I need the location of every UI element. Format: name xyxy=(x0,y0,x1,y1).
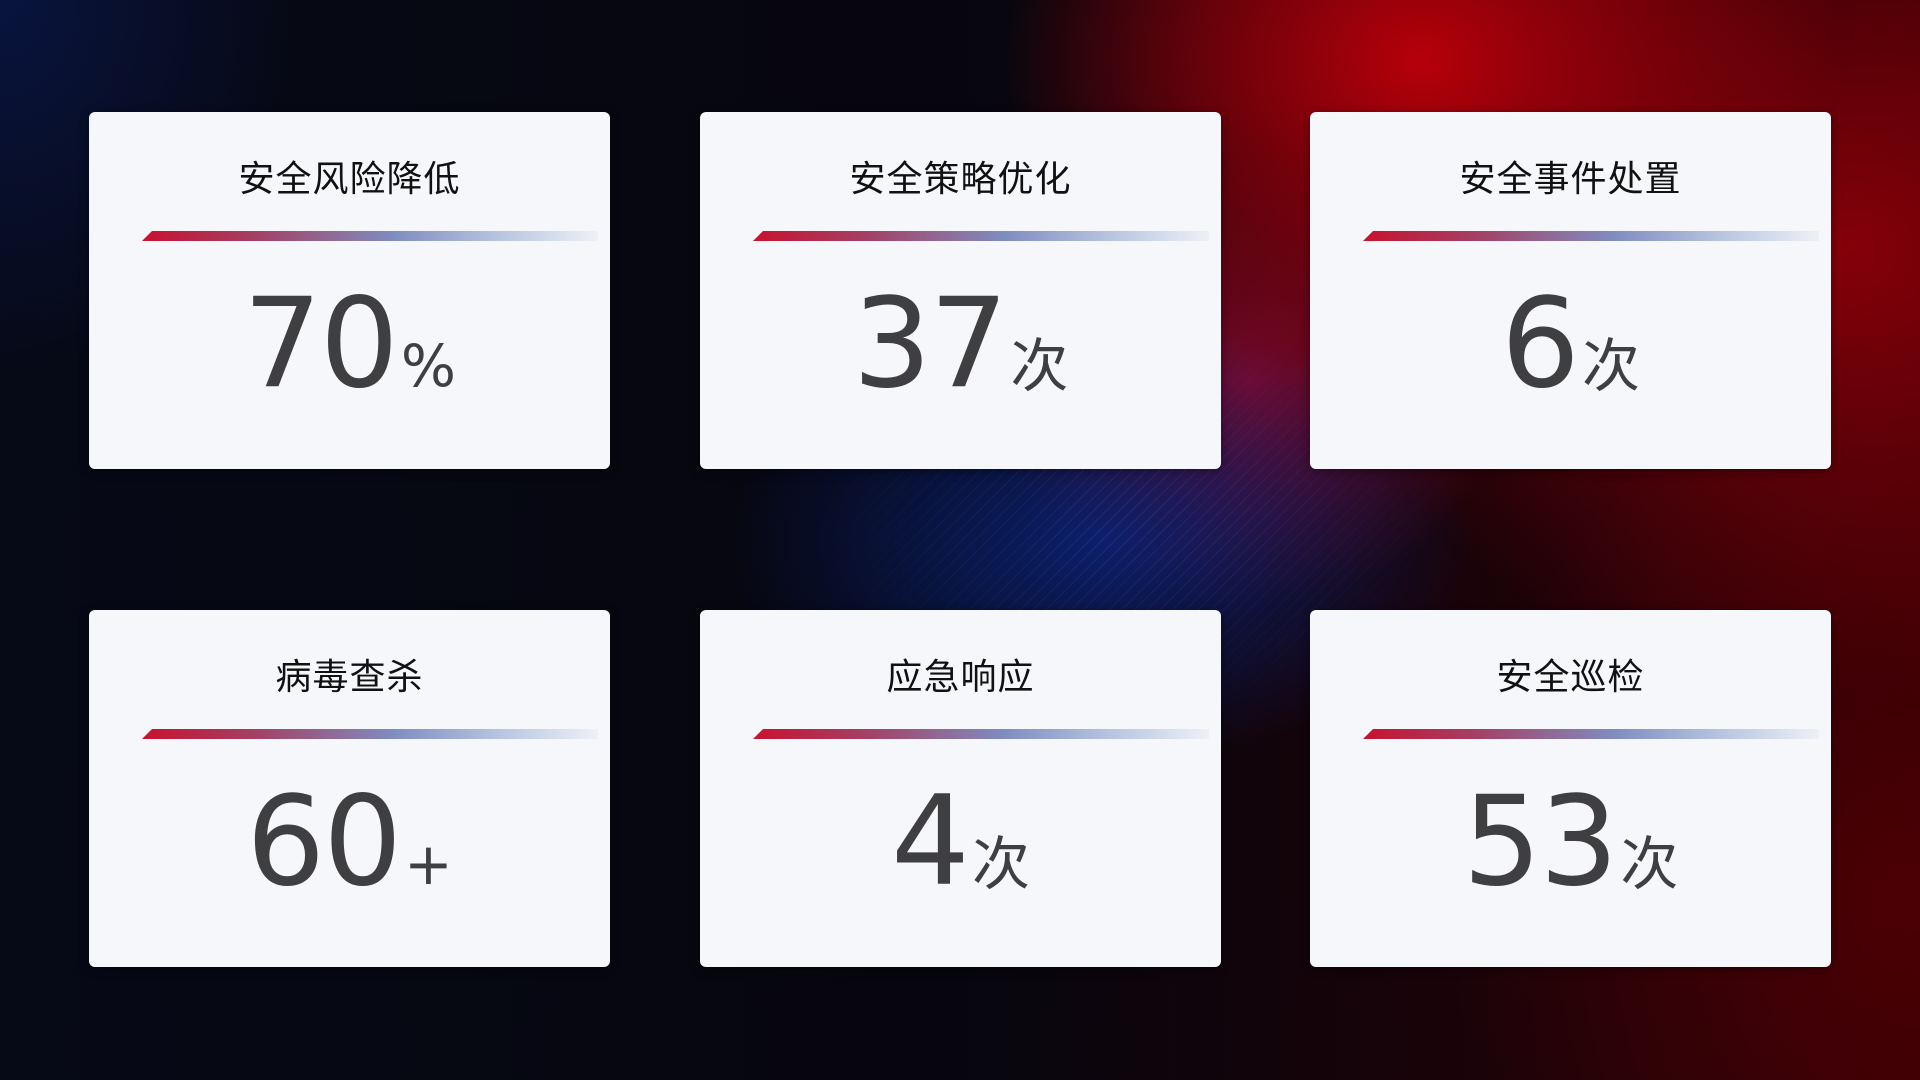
stat-card-policy-optimization: 安全策略优化 37次 xyxy=(700,112,1221,469)
card-value: 53次 xyxy=(1310,770,1831,914)
card-title: 病毒查杀 xyxy=(275,657,424,698)
value-number: 4 xyxy=(891,770,970,914)
value-unit: % xyxy=(400,332,456,400)
divider-bar xyxy=(142,231,598,241)
card-title: 应急响应 xyxy=(886,657,1035,698)
value-unit: + xyxy=(404,830,453,898)
card-title: 安全巡检 xyxy=(1496,657,1645,698)
card-title: 安全策略优化 xyxy=(849,159,1072,200)
value-number: 37 xyxy=(852,272,1009,416)
value-unit: 次 xyxy=(1620,830,1679,898)
divider-bar xyxy=(753,729,1209,739)
divider-bar xyxy=(753,231,1209,241)
value-number: 60 xyxy=(246,770,402,914)
card-value: 60+ xyxy=(89,770,610,914)
card-title: 安全风险降低 xyxy=(238,159,461,200)
card-value: 6次 xyxy=(1310,272,1831,416)
stat-card-virus-removal: 病毒查杀 60+ xyxy=(89,610,610,967)
stat-card-security-inspection: 安全巡检 53次 xyxy=(1310,610,1831,967)
divider-bar xyxy=(142,729,598,739)
value-number: 70 xyxy=(243,272,399,416)
card-title: 安全事件处置 xyxy=(1459,159,1682,200)
value-number: 6 xyxy=(1501,272,1580,416)
card-value: 70% xyxy=(89,272,610,416)
stat-card-emergency-response: 应急响应 4次 xyxy=(700,610,1221,967)
card-value: 4次 xyxy=(700,770,1221,914)
value-unit: 次 xyxy=(1010,332,1069,400)
value-unit: 次 xyxy=(971,830,1030,898)
card-value: 37次 xyxy=(700,272,1221,416)
divider-bar xyxy=(1363,231,1819,241)
stat-card-incident-handling: 安全事件处置 6次 xyxy=(1310,112,1831,469)
divider-bar xyxy=(1363,729,1819,739)
value-unit: 次 xyxy=(1581,332,1640,400)
stat-card-risk-reduction: 安全风险降低 70% xyxy=(89,112,610,469)
value-number: 53 xyxy=(1462,770,1619,914)
